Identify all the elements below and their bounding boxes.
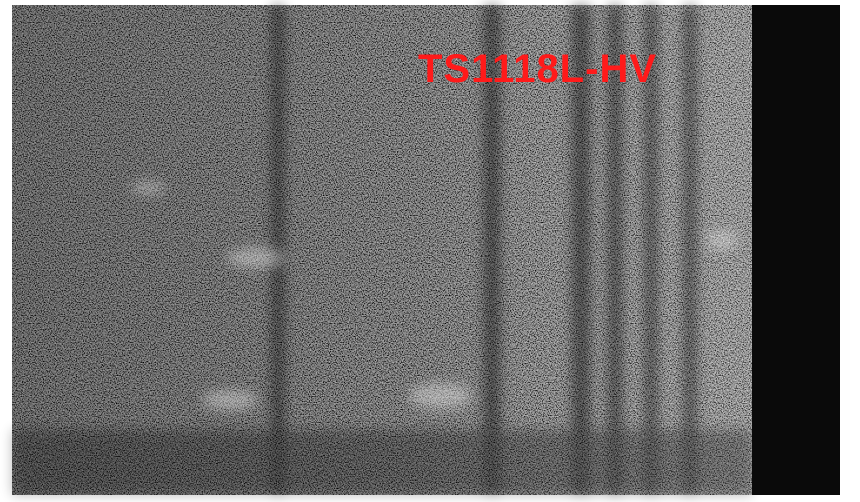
page: TS1118L-HV (() => { const data = JSON.pa… — [0, 0, 860, 502]
sar-image: TS1118L-HV — [0, 0, 860, 502]
no-data-band — [752, 5, 840, 495]
image-label: TS1118L-HV — [418, 47, 657, 91]
